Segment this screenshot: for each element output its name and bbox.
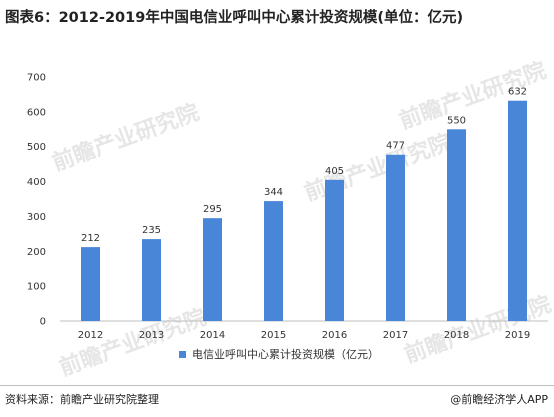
bar — [447, 129, 466, 321]
x-tick-label: 2017 — [383, 330, 408, 341]
x-tick-label: 2012 — [78, 330, 103, 341]
bar — [386, 154, 405, 321]
brand-credit: @前瞻经济学人APP — [450, 393, 548, 406]
bar — [142, 239, 161, 321]
x-tick-label: 2016 — [322, 330, 347, 341]
y-tick-label: 0 — [40, 317, 46, 328]
y-tick-label: 400 — [27, 177, 46, 188]
source-note: 资料来源：前瞻产业研究院整理 — [5, 393, 159, 406]
bar — [203, 218, 222, 321]
data-label: 295 — [203, 204, 222, 215]
footer-divider — [0, 385, 554, 386]
x-tick-label: 2014 — [200, 330, 225, 341]
data-label: 235 — [142, 225, 161, 236]
y-tick-label: 500 — [27, 142, 46, 153]
y-tick-label: 700 — [27, 73, 46, 84]
legend-swatch — [179, 351, 186, 358]
legend-label: 电信业呼叫中心累计投资规模（亿元） — [192, 347, 379, 361]
data-label: 212 — [81, 233, 100, 244]
bar — [264, 201, 283, 321]
x-axis: 2012 2013 2014 2015 2016 2017 2018 2019 — [78, 330, 530, 341]
x-tick-label: 2015 — [261, 330, 286, 341]
bar — [325, 179, 344, 321]
y-tick-label: 200 — [27, 247, 46, 258]
bar — [508, 100, 527, 322]
data-label: 632 — [508, 87, 527, 98]
y-tick-label: 600 — [27, 107, 46, 118]
bar-chart: 0 100 200 300 400 500 600 700 212 235 295 344 405 47… — [27, 73, 548, 361]
bar-series: 212 235 295 344 405 477 550 632 — [81, 87, 527, 322]
x-tick-label: 2018 — [444, 330, 469, 341]
y-tick-label: 300 — [27, 212, 46, 223]
legend: 电信业呼叫中心累计投资规模（亿元） — [179, 347, 379, 361]
data-label: 344 — [264, 187, 283, 198]
y-axis: 0 100 200 300 400 500 600 700 — [27, 73, 46, 328]
data-label: 477 — [386, 141, 405, 152]
bar — [81, 247, 100, 321]
y-tick-label: 100 — [27, 282, 46, 293]
data-label: 405 — [325, 166, 344, 177]
data-label: 550 — [447, 115, 466, 126]
x-tick-label: 2013 — [139, 330, 164, 341]
chart-title: 图表6：2012-2019年中国电信业呼叫中心累计投资规模(单位：亿元) — [5, 10, 464, 26]
x-tick-label: 2019 — [505, 330, 530, 341]
